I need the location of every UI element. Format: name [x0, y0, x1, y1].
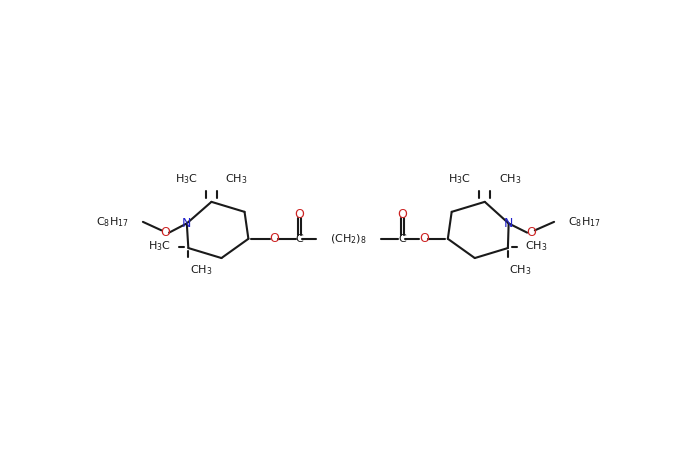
Text: O: O	[419, 232, 429, 245]
Text: C: C	[398, 234, 406, 244]
Text: O: O	[269, 232, 279, 245]
Text: CH$_3$: CH$_3$	[509, 263, 532, 277]
Text: O: O	[398, 207, 407, 220]
Text: O: O	[294, 207, 304, 220]
Text: CH$_3$: CH$_3$	[225, 173, 248, 186]
Text: CH$_3$: CH$_3$	[190, 263, 212, 277]
Text: C$_8$H$_{17}$: C$_8$H$_{17}$	[97, 215, 129, 229]
Text: CH$_3$: CH$_3$	[498, 173, 521, 186]
Text: O: O	[160, 226, 170, 239]
Text: O: O	[526, 226, 536, 239]
Text: (CH$_2$)$_8$: (CH$_2$)$_8$	[330, 232, 367, 246]
Text: C$_8$H$_{17}$: C$_8$H$_{17}$	[568, 215, 600, 229]
Text: C: C	[295, 234, 303, 244]
Text: N: N	[182, 217, 192, 230]
Text: H$_3$C: H$_3$C	[448, 173, 471, 186]
Text: N: N	[504, 217, 513, 230]
Text: H$_3$C: H$_3$C	[175, 173, 198, 186]
Text: H$_3$C: H$_3$C	[148, 239, 171, 252]
Text: CH$_3$: CH$_3$	[525, 239, 547, 252]
